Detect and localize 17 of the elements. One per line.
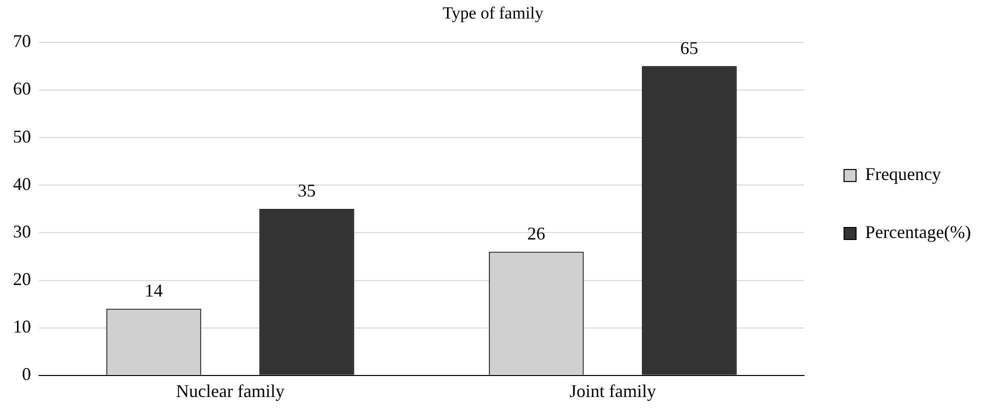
y-tick-label: 50	[13, 126, 31, 146]
data-label: 65	[680, 38, 698, 58]
legend-label: Percentage(%)	[865, 222, 972, 242]
x-tick-label: Joint family	[570, 380, 656, 401]
y-tick-label: 0	[22, 364, 31, 384]
y-tick-label: 10	[13, 316, 31, 337]
y-tick-label: 40	[13, 174, 31, 194]
chart-title: Type of family	[442, 4, 544, 23]
data-label: 35	[298, 180, 316, 201]
y-tick-label: 70	[13, 31, 31, 52]
x-tick-label: Nuclear family	[176, 380, 284, 401]
legend-label: Frequency	[865, 164, 942, 184]
y-tick-label: 60	[13, 78, 31, 99]
data-label: 26	[527, 223, 546, 244]
y-tick-label: 30	[13, 221, 31, 242]
data-label: 14	[144, 280, 163, 301]
y-tick-label: 20	[13, 268, 31, 289]
